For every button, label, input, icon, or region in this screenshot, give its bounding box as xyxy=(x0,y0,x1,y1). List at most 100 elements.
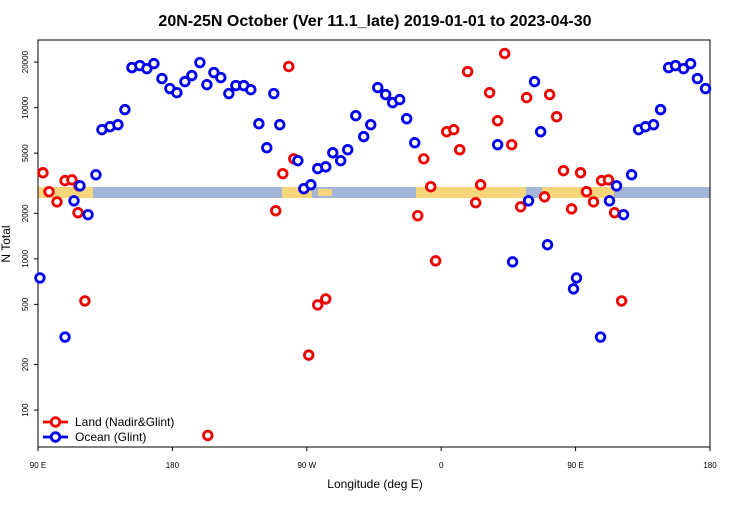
point xyxy=(654,103,667,116)
point xyxy=(82,208,94,221)
point xyxy=(179,75,191,88)
point xyxy=(425,180,437,193)
point xyxy=(580,185,593,198)
land-strip xyxy=(542,187,614,198)
x-tick-label: 90 W xyxy=(297,461,316,470)
point xyxy=(594,331,607,343)
y-tick-label: 10000 xyxy=(21,96,30,119)
x-tick-label: 180 xyxy=(166,461,180,470)
legend-marker xyxy=(49,431,62,443)
y-tick-label: 2000 xyxy=(21,204,30,222)
legend-marker xyxy=(49,416,62,428)
point xyxy=(505,138,518,151)
y-tick-label: 5000 xyxy=(21,144,30,162)
point xyxy=(66,174,78,186)
point xyxy=(534,126,547,138)
point xyxy=(320,161,332,173)
point xyxy=(357,130,370,143)
point xyxy=(68,195,80,207)
point xyxy=(567,283,580,295)
point xyxy=(51,196,63,208)
point xyxy=(34,272,46,284)
point xyxy=(483,86,496,99)
point xyxy=(261,142,273,154)
point xyxy=(491,138,504,151)
x-tick-label: 90 E xyxy=(567,461,583,470)
land-strip xyxy=(38,187,93,198)
point xyxy=(268,87,280,100)
point xyxy=(699,82,712,95)
point xyxy=(148,57,160,70)
point xyxy=(327,147,339,159)
point xyxy=(520,91,533,104)
point xyxy=(506,256,519,268)
point xyxy=(528,75,541,88)
x-tick-label: 0 xyxy=(439,461,444,470)
point xyxy=(557,164,570,177)
point xyxy=(171,86,183,99)
y-tick-label: 1000 xyxy=(21,249,30,267)
point xyxy=(59,331,71,343)
point xyxy=(570,272,583,284)
point xyxy=(72,206,84,219)
legend-label: Land (Nadir&Glint) xyxy=(75,415,174,429)
series xyxy=(34,56,712,343)
point xyxy=(245,83,257,96)
point xyxy=(274,119,286,131)
y-tick-label: 200 xyxy=(21,357,30,371)
point xyxy=(625,169,638,181)
point xyxy=(538,191,551,203)
point xyxy=(550,110,563,123)
point xyxy=(498,47,511,60)
point xyxy=(409,137,421,149)
point xyxy=(215,71,227,84)
point xyxy=(461,65,474,78)
chart-title: 20N-25N October (Ver 11.1_late) 2019-01-… xyxy=(158,13,591,30)
x-tick-label: 90 E xyxy=(30,461,46,470)
point xyxy=(305,179,317,191)
point xyxy=(350,109,362,122)
point xyxy=(223,87,235,100)
point xyxy=(119,103,131,116)
point xyxy=(37,167,49,179)
land-strip xyxy=(282,187,312,198)
point xyxy=(393,93,406,106)
point xyxy=(379,88,392,101)
y-axis-label: N Total xyxy=(0,225,13,262)
point xyxy=(90,169,102,181)
point xyxy=(186,69,198,82)
point xyxy=(320,293,332,305)
point xyxy=(79,295,91,307)
point xyxy=(334,154,347,167)
point xyxy=(491,114,504,127)
point xyxy=(608,206,621,219)
ocean-strip xyxy=(38,187,710,198)
point xyxy=(647,119,660,131)
legend-label: Ocean (Glint) xyxy=(75,430,146,444)
point xyxy=(543,88,556,101)
point xyxy=(253,117,265,130)
point xyxy=(342,143,354,156)
point xyxy=(365,119,377,131)
point xyxy=(283,60,295,73)
x-axis-label: Longitude (deg E) xyxy=(327,477,422,491)
land-strip xyxy=(318,189,332,196)
point xyxy=(448,123,460,136)
point xyxy=(292,154,304,167)
land-strip xyxy=(416,187,526,198)
y-tick-label: 100 xyxy=(21,403,30,417)
point xyxy=(418,153,430,165)
point xyxy=(602,174,615,186)
point xyxy=(372,81,384,94)
point xyxy=(474,179,487,191)
point xyxy=(43,185,55,198)
y-tick-label: 500 xyxy=(21,297,30,311)
point xyxy=(469,197,482,209)
point xyxy=(514,201,527,213)
point xyxy=(156,72,168,85)
land-band xyxy=(38,187,710,198)
point xyxy=(270,205,282,217)
point xyxy=(684,57,697,70)
point xyxy=(412,209,424,222)
